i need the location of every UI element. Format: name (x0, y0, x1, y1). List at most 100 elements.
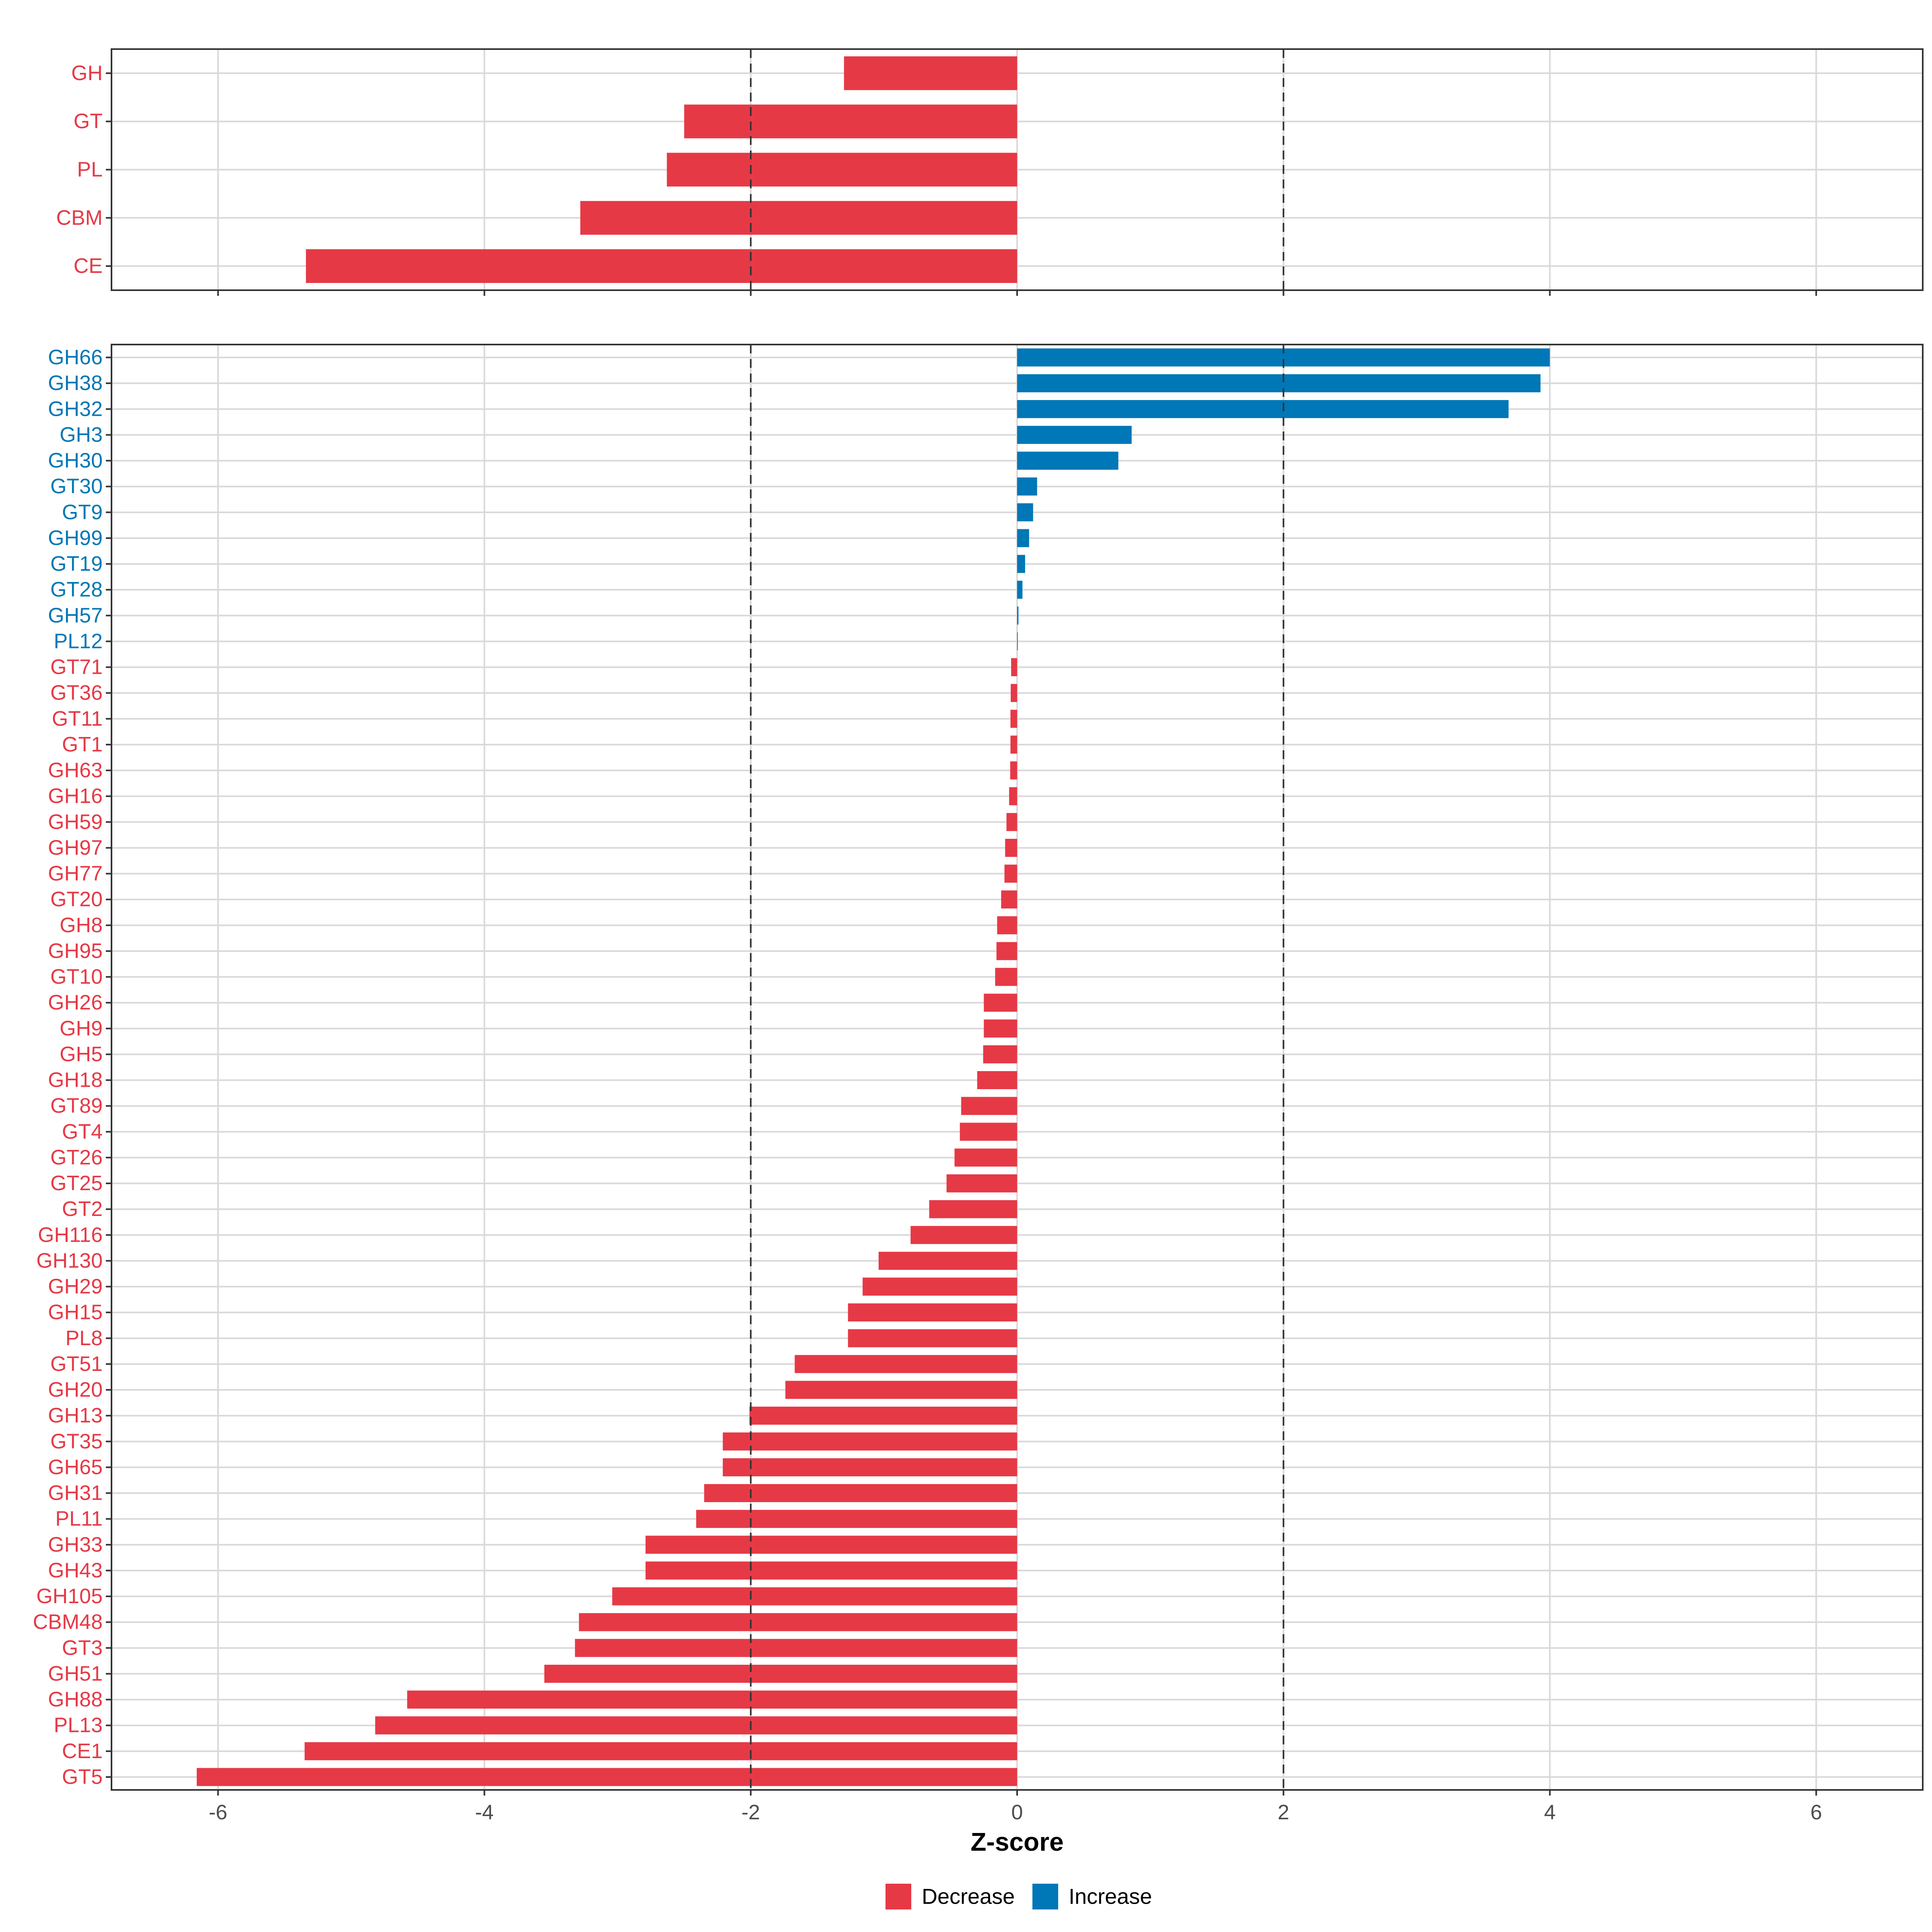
category-label-GT26: GT26 (50, 1146, 103, 1169)
category-label-GH18: GH18 (48, 1069, 103, 1092)
category-label-CBM: CBM (56, 206, 103, 229)
category-label-GT1: GT1 (62, 733, 103, 756)
bar-GH33 (645, 1536, 1017, 1554)
category-label-GT89: GT89 (50, 1094, 103, 1118)
x-tick-label: 6 (1810, 1801, 1822, 1824)
bar-CE1 (304, 1742, 1017, 1761)
bar-GH5 (983, 1045, 1017, 1063)
category-label-GT71: GT71 (50, 656, 103, 679)
bar-PL (667, 153, 1017, 187)
category-label-GH43: GH43 (48, 1559, 103, 1582)
bar-GH65 (722, 1458, 1017, 1476)
category-label-CE: CE (74, 254, 103, 278)
bar-GH9 (984, 1019, 1017, 1038)
bar-GH26 (984, 993, 1017, 1012)
category-label-GH31: GH31 (48, 1482, 103, 1505)
category-label-GH88: GH88 (48, 1688, 103, 1711)
bar-GH59 (1006, 813, 1017, 831)
category-label-PL11: PL11 (55, 1507, 103, 1531)
legend-label-decrease: Decrease (922, 1885, 1015, 1909)
legend-swatch-decrease (886, 1884, 911, 1909)
category-label-PL13: PL13 (54, 1714, 103, 1737)
bar-GT36 (1011, 684, 1017, 702)
category-label-GH99: GH99 (48, 526, 103, 550)
category-label-PL8: PL8 (65, 1327, 103, 1350)
category-label-GT20: GT20 (50, 888, 103, 911)
bar-GT2 (929, 1200, 1017, 1218)
bar-GT5 (196, 1768, 1018, 1786)
top-panel: GH GT PL CBM CE (56, 48, 1924, 296)
bar-GT9 (1017, 503, 1033, 522)
bar-GH30 (1017, 452, 1119, 470)
bar-GH29 (863, 1278, 1017, 1296)
bar-CBM48 (579, 1613, 1017, 1631)
category-label-GH77: GH77 (48, 862, 103, 886)
bar-PL12 (1017, 632, 1018, 650)
category-label-GH57: GH57 (48, 604, 103, 627)
x-tick-label: -6 (209, 1801, 227, 1824)
category-label-GT36: GT36 (50, 681, 103, 705)
category-label-GT19: GT19 (50, 552, 103, 576)
category-label-GH: GH (71, 62, 103, 85)
category-label-GH66: GH66 (48, 346, 103, 369)
category-label-GT10: GT10 (50, 965, 103, 989)
bar-GH15 (848, 1303, 1017, 1322)
category-label-GT4: GT4 (62, 1120, 103, 1144)
x-tick-label: 4 (1544, 1801, 1556, 1824)
bar-GT3 (575, 1639, 1017, 1657)
bar-GT51 (795, 1355, 1017, 1373)
category-label-GH8: GH8 (60, 914, 103, 937)
bar-GH77 (1004, 865, 1017, 883)
bar-GH8 (997, 916, 1017, 935)
category-label-GH59: GH59 (48, 810, 103, 834)
bar-GH51 (544, 1664, 1017, 1683)
category-label-GH29: GH29 (48, 1275, 103, 1298)
bar-GH3 (1017, 425, 1132, 444)
category-label-GT28: GT28 (50, 578, 103, 601)
bar-PL13 (375, 1716, 1018, 1735)
bar-GH105 (612, 1587, 1017, 1606)
category-label-CE1: CE1 (62, 1740, 103, 1763)
x-tick-label: 0 (1011, 1801, 1023, 1824)
bar-GH116 (910, 1226, 1017, 1244)
bar-GH13 (749, 1406, 1017, 1425)
category-label-GH65: GH65 (48, 1455, 103, 1479)
bar-GH57 (1017, 606, 1019, 625)
bar-GH (844, 56, 1017, 90)
category-label-GT35: GT35 (50, 1430, 103, 1453)
category-label-GT2: GT2 (62, 1197, 103, 1221)
legend: Decrease Increase (886, 1884, 1152, 1909)
category-label-GH130: GH130 (36, 1249, 103, 1272)
bar-GH95 (996, 942, 1017, 960)
bar-GT71 (1011, 658, 1017, 677)
bar-GT26 (954, 1148, 1017, 1167)
legend-label-increase: Increase (1069, 1885, 1152, 1909)
bar-GT1 (1010, 735, 1017, 754)
bar-GH32 (1017, 400, 1509, 418)
bar-GT30 (1017, 477, 1037, 496)
bar-GT89 (961, 1097, 1017, 1115)
category-label-GH20: GH20 (48, 1378, 103, 1402)
category-label-GH16: GH16 (48, 784, 103, 808)
bar-PL11 (696, 1510, 1017, 1528)
category-label-GH30: GH30 (48, 449, 103, 473)
category-label-GH116: GH116 (38, 1223, 103, 1247)
bar-CBM (580, 201, 1017, 235)
category-label-GT3: GT3 (62, 1636, 103, 1660)
x-tick-label: -4 (475, 1801, 493, 1824)
bar-GT (684, 104, 1017, 138)
bar-GT4 (960, 1123, 1017, 1141)
bar-PL8 (848, 1329, 1017, 1348)
bar-GT19 (1017, 555, 1025, 573)
bar-GT11 (1010, 710, 1017, 728)
category-label-GT5: GT5 (62, 1765, 103, 1789)
category-label-GH33: GH33 (48, 1533, 103, 1556)
bar-CE (306, 249, 1017, 283)
category-label-PL: PL (77, 158, 103, 182)
x-axis-title: Z-score (970, 1827, 1063, 1856)
category-label-GT30: GT30 (50, 475, 103, 498)
category-label-GH105: GH105 (36, 1585, 103, 1608)
category-label-GH3: GH3 (60, 423, 103, 446)
category-label-GT11: GT11 (52, 707, 103, 731)
category-label-GH38: GH38 (48, 372, 103, 395)
